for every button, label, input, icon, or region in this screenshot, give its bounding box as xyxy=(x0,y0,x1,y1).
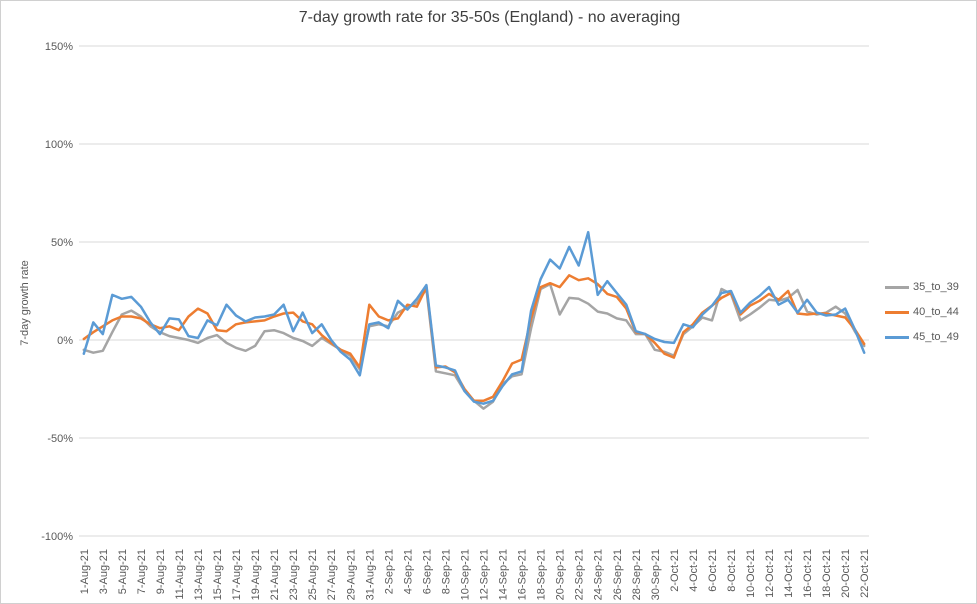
x-tick-label: 5-Aug-21 xyxy=(117,549,129,594)
x-tick-label: 22-Sep-21 xyxy=(574,549,586,600)
x-tick-label: 16-Oct-21 xyxy=(802,549,814,598)
x-tick-label: 23-Aug-21 xyxy=(288,549,300,600)
series-line-40_to_44 xyxy=(82,274,866,403)
series-line-35_to_39 xyxy=(82,282,866,410)
x-tick-label: 20-Sep-21 xyxy=(555,549,567,600)
x-tick-label: 28-Sep-21 xyxy=(631,549,643,600)
y-axis-title: 7-day growth rate xyxy=(19,260,31,346)
x-tick-label: 26-Sep-21 xyxy=(612,549,624,600)
y-tick-label: 50% xyxy=(51,237,73,249)
x-tick-label: 6-Oct-21 xyxy=(707,549,719,592)
gridlines xyxy=(79,45,869,537)
legend: 35_to_39 40_to_44 45_to_49 xyxy=(885,281,959,343)
x-tick-label: 16-Sep-21 xyxy=(517,549,529,600)
x-tick-label: 10-Oct-21 xyxy=(745,549,757,598)
x-tick-label: 10-Sep-21 xyxy=(459,549,471,600)
y-tick-label: -50% xyxy=(47,433,73,445)
y-tick-label: -100% xyxy=(41,531,73,543)
series-line-45_to_49 xyxy=(82,230,866,405)
x-tick-label: 22-Oct-21 xyxy=(859,549,871,598)
x-tick-label: 4-Oct-21 xyxy=(688,549,700,592)
series-lines xyxy=(82,230,866,410)
legend-line-swatch xyxy=(885,285,909,289)
x-tick-label: 2-Sep-21 xyxy=(383,549,395,594)
x-tick-label: 17-Aug-21 xyxy=(231,549,243,600)
x-tick-label: 9-Aug-21 xyxy=(155,549,167,594)
x-tick-label: 12-Oct-21 xyxy=(764,549,776,598)
legend-label: 35_to_39 xyxy=(913,281,959,293)
legend-line-swatch xyxy=(885,310,909,314)
x-tick-label: 14-Sep-21 xyxy=(498,549,510,600)
x-tick-label: 27-Aug-21 xyxy=(326,549,338,600)
x-tick-label: 6-Sep-21 xyxy=(421,549,433,594)
x-tick-label: 24-Sep-21 xyxy=(593,549,605,600)
x-tick-label: 18-Sep-21 xyxy=(536,549,548,600)
legend-item-40-to-44: 40_to_44 xyxy=(885,306,959,318)
legend-item-35-to-39: 35_to_39 xyxy=(885,281,959,293)
x-tick-label: 18-Oct-21 xyxy=(821,549,833,598)
x-tick-label: 25-Aug-21 xyxy=(307,549,319,600)
x-tick-label: 2-Oct-21 xyxy=(669,549,681,592)
legend-item-45-to-49: 45_to_49 xyxy=(885,331,959,343)
y-axis-tick-labels: 150% 100% 50% 0% -50% -100% xyxy=(41,41,73,543)
x-tick-label: 13-Aug-21 xyxy=(193,549,205,600)
x-tick-label: 11-Aug-21 xyxy=(174,549,186,600)
x-tick-label: 1-Aug-21 xyxy=(79,549,91,594)
x-tick-label: 15-Aug-21 xyxy=(212,549,224,600)
x-tick-label: 7-Aug-21 xyxy=(136,549,148,594)
x-tick-label: 19-Aug-21 xyxy=(250,549,262,600)
x-tick-label: 8-Oct-21 xyxy=(726,549,738,592)
x-axis-tick-labels: 1-Aug-21 3-Aug-21 5-Aug-21 7-Aug-21 9-Aug-21… xyxy=(79,549,871,600)
y-tick-label: 150% xyxy=(45,41,73,53)
x-tick-label: 3-Aug-21 xyxy=(98,549,110,594)
legend-line-swatch xyxy=(885,335,909,339)
y-tick-label: 100% xyxy=(45,139,73,151)
x-tick-label: 4-Sep-21 xyxy=(402,549,414,594)
x-tick-label: 31-Aug-21 xyxy=(364,549,376,600)
x-tick-label: 14-Oct-21 xyxy=(783,549,795,598)
x-tick-label: 20-Oct-21 xyxy=(840,549,852,598)
x-tick-label: 12-Sep-21 xyxy=(479,549,491,600)
x-tick-label: 21-Aug-21 xyxy=(269,549,281,600)
x-tick-label: 8-Sep-21 xyxy=(440,549,452,594)
x-tick-label: 29-Aug-21 xyxy=(345,549,357,600)
legend-label: 40_to_44 xyxy=(913,306,959,318)
chart-title: 7-day growth rate for 35-50s (England) -… xyxy=(298,9,681,26)
x-tick-label: 30-Sep-21 xyxy=(650,549,662,600)
y-tick-label: 0% xyxy=(57,335,73,347)
legend-label: 45_to_49 xyxy=(913,331,959,343)
